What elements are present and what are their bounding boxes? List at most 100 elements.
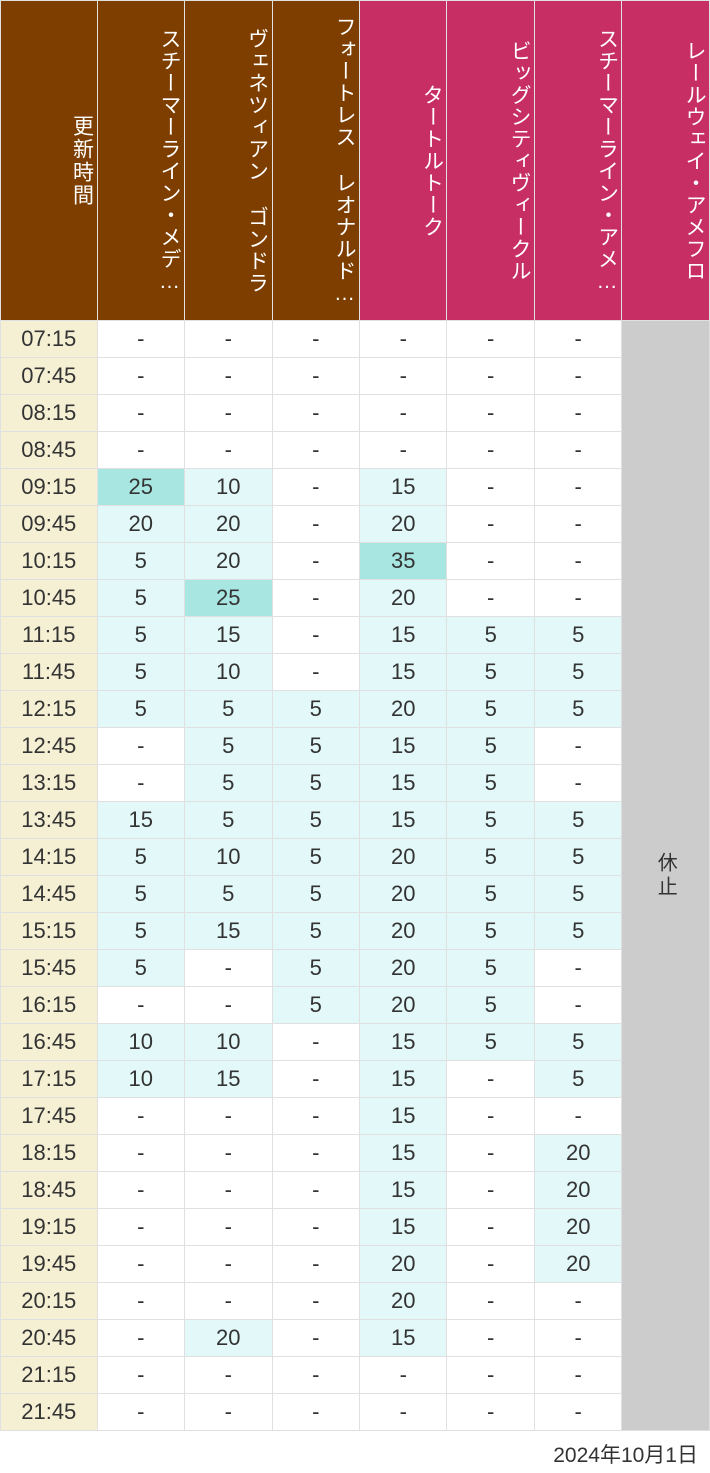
header-row: 更新時間スチーマーライン・メデ…ヴェネツィアン ゴンドラフォートレス レオナルド… xyxy=(1,1,710,321)
time-cell: 21:15 xyxy=(1,1357,98,1394)
wait-time-cell: 5 xyxy=(185,802,272,839)
wait-time-cell: - xyxy=(97,1394,184,1431)
wait-time-cell: 25 xyxy=(185,580,272,617)
wait-time-cell: - xyxy=(534,1394,621,1431)
time-cell: 17:15 xyxy=(1,1061,98,1098)
table-row: 12:45-55155- xyxy=(1,728,710,765)
wait-time-cell: 5 xyxy=(447,876,534,913)
wait-time-cell: 20 xyxy=(359,839,446,876)
time-cell: 10:15 xyxy=(1,543,98,580)
wait-time-cell: - xyxy=(447,358,534,395)
table-row: 11:45510-1555 xyxy=(1,654,710,691)
wait-time-cell: 20 xyxy=(185,543,272,580)
wait-time-cell: - xyxy=(185,1246,272,1283)
wait-time-cell: - xyxy=(272,395,359,432)
wait-time-cell: 5 xyxy=(97,654,184,691)
wait-time-cell: - xyxy=(97,358,184,395)
wait-time-cell: - xyxy=(185,432,272,469)
wait-time-cell: 15 xyxy=(359,1061,446,1098)
wait-time-cell: 15 xyxy=(185,617,272,654)
wait-time-cell: 5 xyxy=(534,802,621,839)
wait-time-cell: - xyxy=(534,1283,621,1320)
table-row: 17:45---15-- xyxy=(1,1098,710,1135)
wait-time-cell: 15 xyxy=(359,1098,446,1135)
wait-time-cell: 5 xyxy=(534,654,621,691)
wait-time-cell: - xyxy=(272,1098,359,1135)
wait-time-cell: - xyxy=(359,395,446,432)
wait-time-cell: 15 xyxy=(359,1172,446,1209)
table-row: 08:15------ xyxy=(1,395,710,432)
table-row: 10:15520-35-- xyxy=(1,543,710,580)
wait-time-cell: 15 xyxy=(359,802,446,839)
wait-time-cell: 5 xyxy=(97,839,184,876)
header-col-2: フォートレス レオナルド… xyxy=(272,1,359,321)
wait-time-cell: - xyxy=(534,395,621,432)
wait-time-cell: 5 xyxy=(185,765,272,802)
wait-time-cell: - xyxy=(272,654,359,691)
wait-time-cell: 15 xyxy=(359,1209,446,1246)
wait-time-cell: - xyxy=(272,1209,359,1246)
wait-time-cell: 20 xyxy=(359,913,446,950)
wait-time-cell: 5 xyxy=(447,654,534,691)
wait-time-cell: 5 xyxy=(447,987,534,1024)
wait-time-cell: 10 xyxy=(185,1024,272,1061)
wait-time-cell: 15 xyxy=(97,802,184,839)
closed-cell: 休止 xyxy=(622,321,710,1431)
time-cell: 07:15 xyxy=(1,321,98,358)
wait-time-cell: 20 xyxy=(359,506,446,543)
time-cell: 13:15 xyxy=(1,765,98,802)
table-row: 18:45---15-20 xyxy=(1,1172,710,1209)
wait-time-cell: - xyxy=(534,506,621,543)
table-row: 21:45------ xyxy=(1,1394,710,1431)
wait-time-cell: 5 xyxy=(447,1024,534,1061)
table-row: 15:1551552055 xyxy=(1,913,710,950)
wait-time-cell: 5 xyxy=(97,950,184,987)
wait-time-cell: - xyxy=(272,580,359,617)
wait-time-cell: 5 xyxy=(97,580,184,617)
wait-time-cell: - xyxy=(534,1357,621,1394)
wait-time-cell: - xyxy=(272,469,359,506)
time-cell: 11:15 xyxy=(1,617,98,654)
wait-time-cell: - xyxy=(359,1394,446,1431)
time-cell: 08:45 xyxy=(1,432,98,469)
wait-time-cell: 20 xyxy=(534,1172,621,1209)
wait-time-cell: - xyxy=(272,1061,359,1098)
wait-time-cell: - xyxy=(185,1357,272,1394)
time-cell: 12:45 xyxy=(1,728,98,765)
wait-time-cell: 15 xyxy=(359,469,446,506)
wait-time-cell: - xyxy=(447,432,534,469)
wait-time-cell: - xyxy=(447,321,534,358)
wait-time-cell: - xyxy=(534,358,621,395)
wait-time-cell: - xyxy=(97,1098,184,1135)
wait-time-cell: - xyxy=(447,1209,534,1246)
time-cell: 17:45 xyxy=(1,1098,98,1135)
wait-time-cell: - xyxy=(447,1098,534,1135)
wait-time-cell: - xyxy=(534,728,621,765)
wait-time-cell: - xyxy=(97,1283,184,1320)
wait-time-cell: 20 xyxy=(359,580,446,617)
wait-time-cell: 5 xyxy=(97,913,184,950)
header-col-6: レールウェイ・アメフロ xyxy=(622,1,710,321)
wait-time-cell: - xyxy=(185,1283,272,1320)
wait-time-cell: 5 xyxy=(272,802,359,839)
wait-time-cell: 20 xyxy=(359,876,446,913)
wait-time-cell: - xyxy=(534,321,621,358)
wait-time-cell: - xyxy=(534,580,621,617)
wait-time-cell: 5 xyxy=(185,728,272,765)
time-cell: 08:15 xyxy=(1,395,98,432)
wait-time-cell: 5 xyxy=(272,839,359,876)
wait-time-cell: - xyxy=(534,765,621,802)
wait-time-cell: - xyxy=(272,506,359,543)
wait-time-cell: - xyxy=(272,1172,359,1209)
wait-time-cell: - xyxy=(272,1320,359,1357)
wait-time-cell: - xyxy=(272,321,359,358)
wait-time-cell: - xyxy=(272,617,359,654)
wait-time-table-container: 更新時間スチーマーライン・メデ…ヴェネツィアン ゴンドラフォートレス レオナルド… xyxy=(0,0,710,1473)
wait-time-cell: - xyxy=(97,728,184,765)
wait-time-cell: - xyxy=(97,395,184,432)
wait-time-cell: - xyxy=(185,321,272,358)
time-cell: 07:45 xyxy=(1,358,98,395)
wait-time-cell: - xyxy=(272,1357,359,1394)
wait-time-cell: 5 xyxy=(534,691,621,728)
wait-time-cell: - xyxy=(185,950,272,987)
